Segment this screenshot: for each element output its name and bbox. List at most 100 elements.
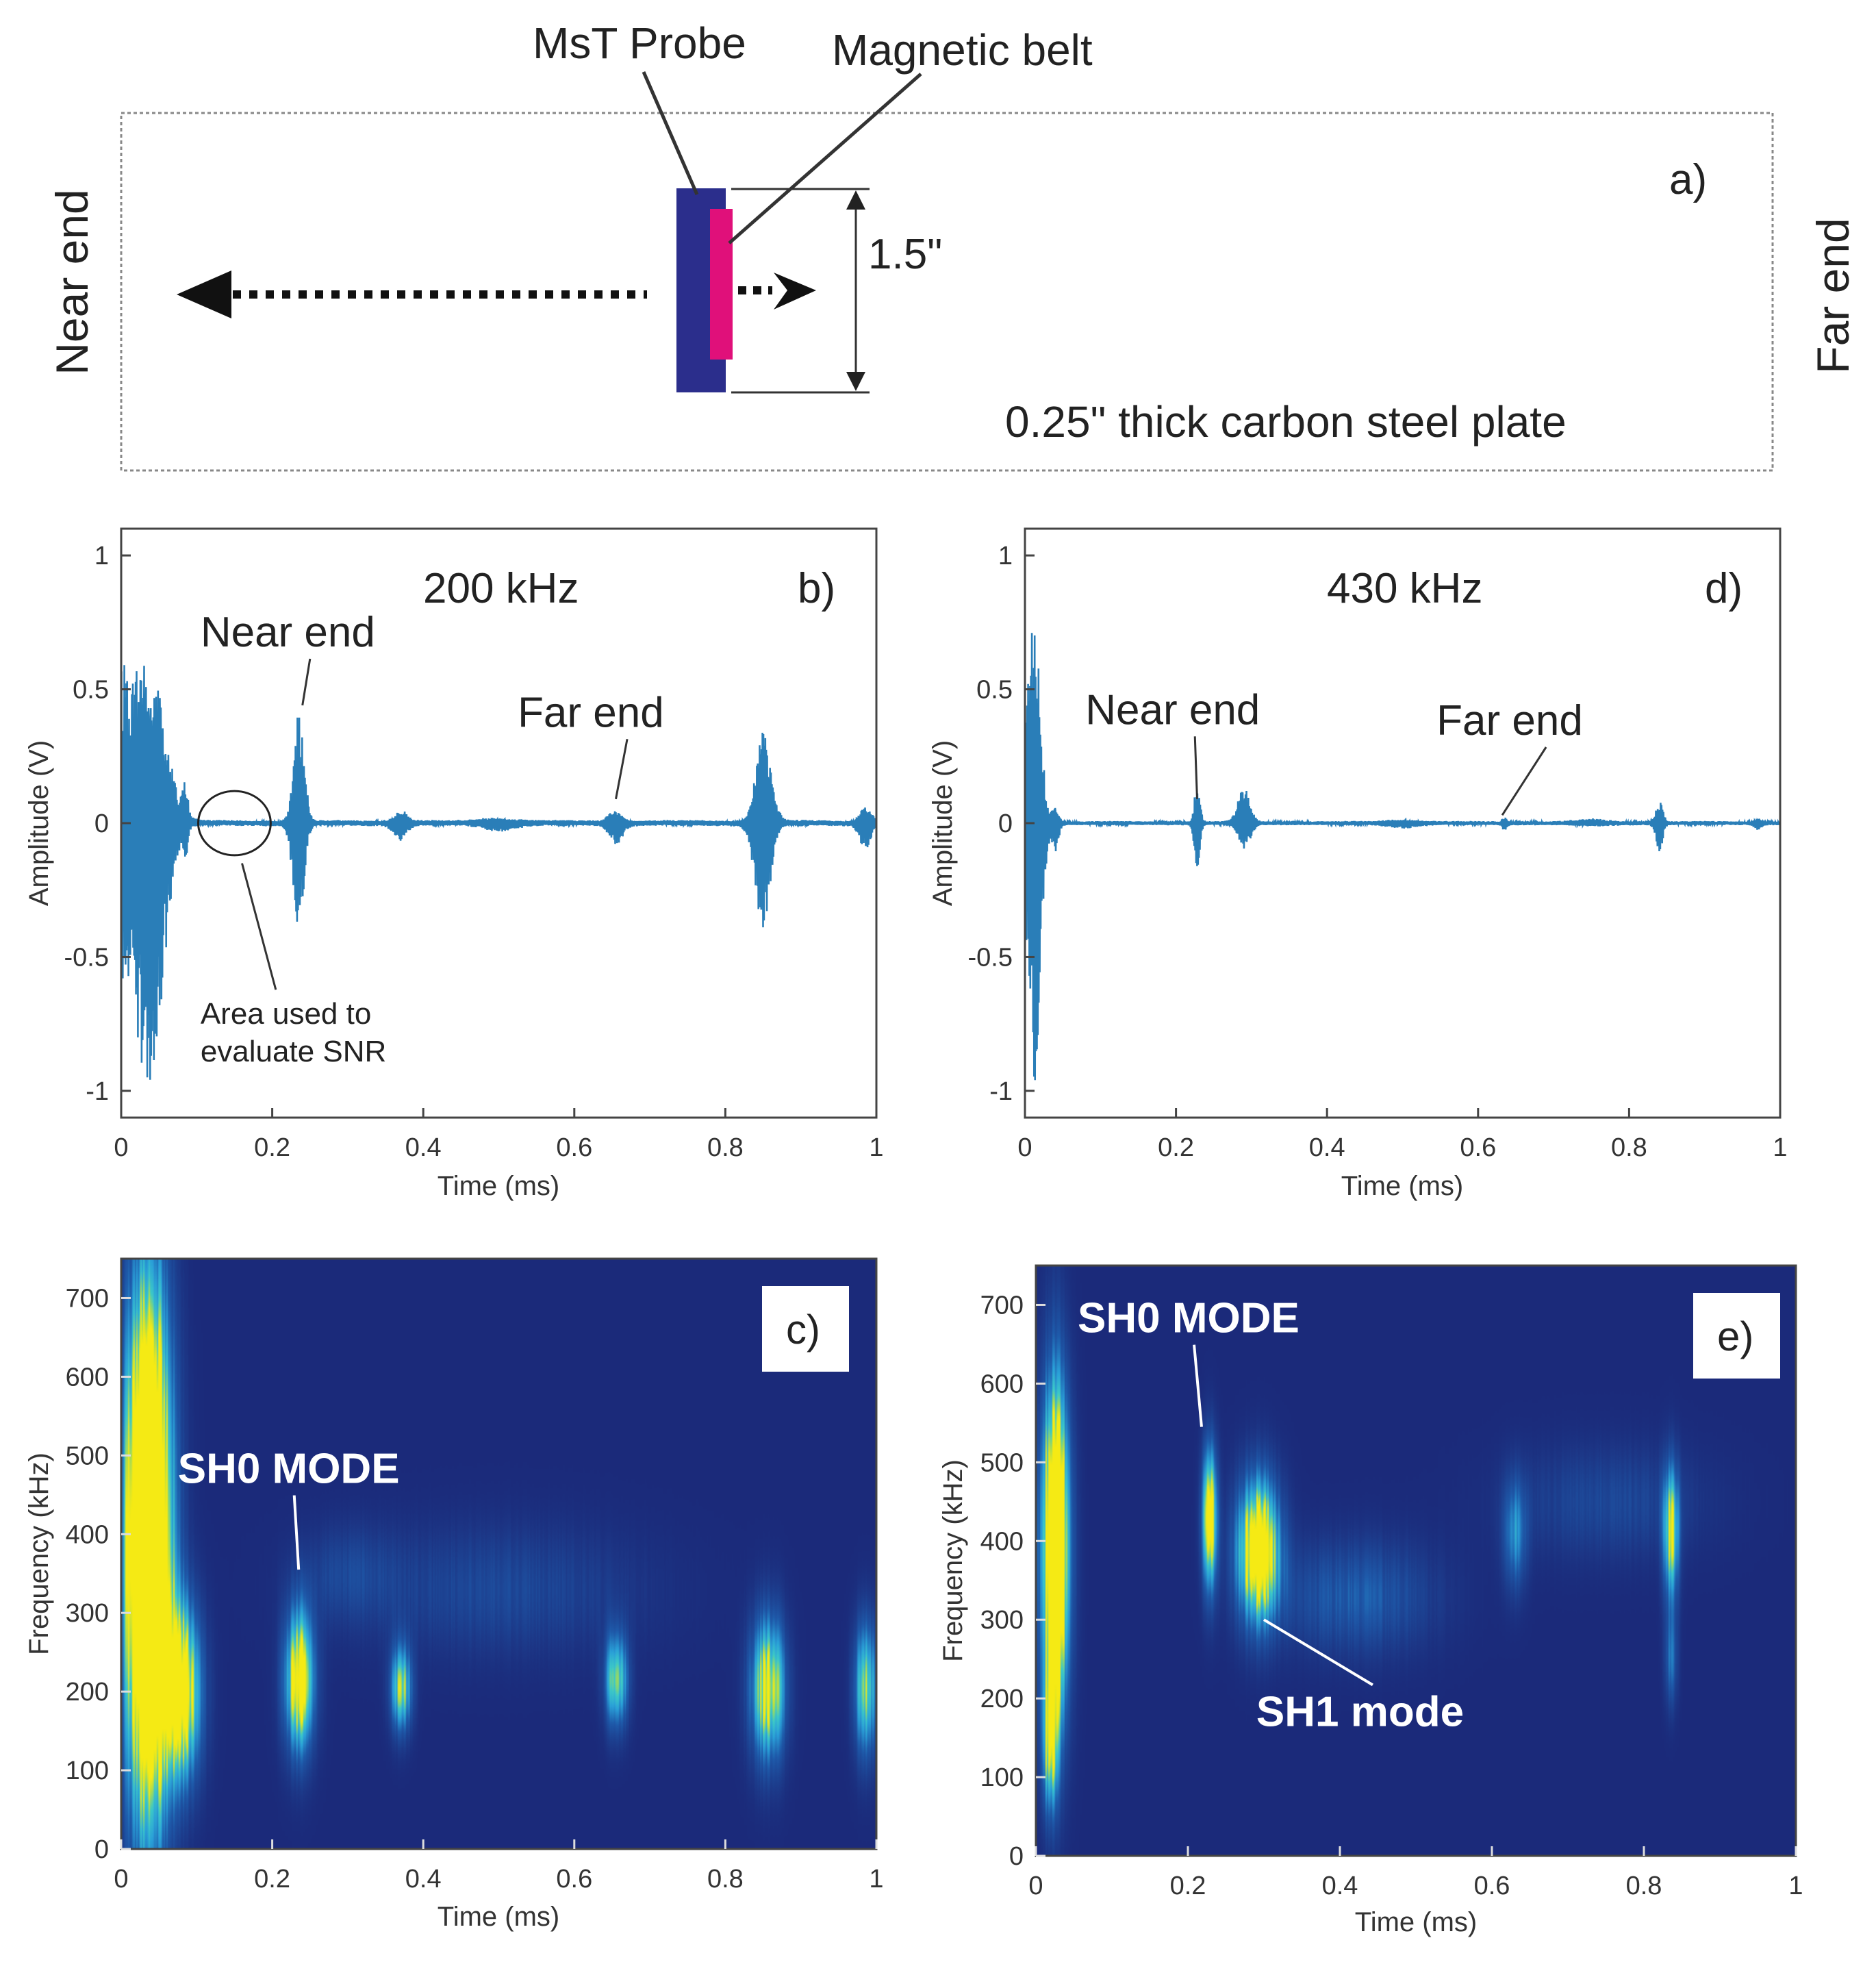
chart-d-panel-label: d) xyxy=(1705,565,1742,612)
chart-b-ylabel: Amplitude (V) xyxy=(24,740,54,906)
panel-a: a) Near end Far end 1.5" MsT Probe Magne… xyxy=(47,18,1858,472)
chart-b-annotation-snr-area-1: Area used to xyxy=(201,997,372,1031)
chart-c-frame xyxy=(120,1257,878,1850)
chart-e-plot-area xyxy=(1036,1266,1796,1856)
chart-e-ytick-label: 0 xyxy=(1009,1842,1024,1871)
chart-c-ytick-label: 200 xyxy=(66,1678,109,1707)
chart-b-title: 200 kHz xyxy=(423,565,579,612)
chart-e-xtick-label: 0.6 xyxy=(1474,1872,1510,1900)
chart-e-axes: 0 0.2 0.4 0.6 0.8 1 0 100 200 300 400 500 600 700 xyxy=(980,1291,1803,1900)
chart-d-xtick-label: 1 xyxy=(1773,1133,1787,1162)
chart-c-ytick-label: 300 xyxy=(66,1599,109,1628)
chart-c-annotation-pointer xyxy=(292,1495,301,1570)
chart-c-xtick-label: 0.4 xyxy=(405,1865,442,1894)
chart-e-annotations: SH0 MODE SH1 mode xyxy=(1078,1295,1464,1736)
chart-c-heatmap xyxy=(121,1259,876,1849)
chart-d-xtick-label: 0.6 xyxy=(1460,1133,1496,1162)
chart-e-ytick-label: 400 xyxy=(980,1527,1024,1556)
chart-d-plot-area xyxy=(1025,633,1780,1081)
chart-d-signal-line xyxy=(1025,633,1780,1081)
chart-b-xtick-label: 0.8 xyxy=(707,1133,744,1162)
chart-e-panel-label: e) xyxy=(1717,1313,1753,1359)
chart-d-title: 430 kHz xyxy=(1327,565,1482,612)
chart-e-heatmap xyxy=(1036,1266,1796,1856)
chart-c-ytick-label: 400 xyxy=(66,1520,109,1549)
chart-d-annotation-pointer xyxy=(1501,746,1547,816)
probe-callout-line xyxy=(642,71,699,195)
chart-b-annotation-near-end: Near end xyxy=(201,609,375,656)
near-end-side-label: Near end xyxy=(47,189,97,375)
chart-b-xtick-label: 0.2 xyxy=(254,1133,290,1162)
chart-b-ytick-label: 0 xyxy=(94,809,109,838)
chart-d-ylabel: Amplitude (V) xyxy=(928,740,958,906)
chart-b-ytick-label: -1 xyxy=(86,1077,109,1106)
chart-b-plot-area xyxy=(121,665,876,1080)
chart-d-annotation-near-end: Near end xyxy=(1085,686,1260,733)
chart-d-xlabel: Time (ms) xyxy=(1341,1171,1463,1201)
chart-c-ytick-label: 700 xyxy=(66,1284,109,1313)
dim-arrow-top-icon xyxy=(846,190,865,210)
dim-arrow-bottom-icon xyxy=(846,372,865,391)
chart-b-ytick-label: -0.5 xyxy=(64,943,109,972)
chart-b-annotations: Near end Far end Area used to evaluate SNR xyxy=(197,609,664,1068)
chart-b: 0 0.2 0.4 0.6 0.8 1 -1 -0.5 0 0.5 1 Near end Far en… xyxy=(24,527,884,1201)
chart-b-annotation-pointer xyxy=(301,658,312,706)
chart-e-xtick-label: 0.2 xyxy=(1170,1872,1206,1900)
chart-d-ytick-label: 0 xyxy=(998,809,1013,838)
chart-c-xlabel: Time (ms) xyxy=(438,1902,559,1932)
chart-c-ytick-label: 100 xyxy=(66,1757,109,1785)
belt-label: Magnetic belt xyxy=(832,25,1093,75)
right-arrow-head-icon xyxy=(774,273,816,310)
panel-a-label: a) xyxy=(1669,156,1707,203)
chart-d-xtick-label: 0.4 xyxy=(1309,1133,1345,1162)
chart-b-signal-line xyxy=(121,665,876,1080)
chart-b-ytick-label: 1 xyxy=(94,542,109,570)
chart-e-ytick-label: 300 xyxy=(980,1606,1024,1635)
chart-b-annotation-snr-area-2: evaluate SNR xyxy=(201,1035,386,1068)
chart-b-snr-area-ellipse xyxy=(197,790,272,857)
steel-plate xyxy=(120,112,1774,472)
chart-b-annotation-pointer xyxy=(614,738,629,800)
chart-d-ytick-label: 0.5 xyxy=(976,676,1013,705)
chart-e-ytick-label: 600 xyxy=(980,1370,1024,1398)
chart-c-panel-label-box xyxy=(762,1286,849,1372)
chart-b-annotation-pointer xyxy=(241,863,277,990)
dimension-label: 1.5" xyxy=(868,231,942,278)
chart-b-annotation-far-end: Far end xyxy=(518,689,664,736)
chart-e-annotation-sh0-mode: SH0 MODE xyxy=(1078,1295,1300,1342)
chart-c-xtick-label: 0.2 xyxy=(254,1865,290,1894)
chart-c-xtick-label: 0.6 xyxy=(556,1865,592,1894)
chart-d-xtick-label: 0.8 xyxy=(1611,1133,1647,1162)
chart-d-ytick-label: 1 xyxy=(998,542,1013,570)
chart-e-xtick-label: 0.4 xyxy=(1322,1872,1358,1900)
chart-e-xtick-label: 1 xyxy=(1788,1872,1803,1900)
belt-callout-line xyxy=(728,73,922,244)
chart-c-annotations: SH0 MODE xyxy=(178,1446,400,1570)
chart-c-xtick-label: 1 xyxy=(869,1865,883,1894)
chart-b-xtick-label: 0.4 xyxy=(405,1133,442,1162)
chart-e-panel-label-box xyxy=(1693,1293,1780,1379)
chart-b-axes: 0 0.2 0.4 0.6 0.8 1 -1 -0.5 0 0.5 1 xyxy=(64,542,884,1162)
far-end-side-label: Far end xyxy=(1808,218,1858,373)
chart-b-xtick-label: 0.6 xyxy=(556,1133,592,1162)
chart-e-ytick-label: 500 xyxy=(980,1448,1024,1477)
chart-c-annotation-sh0-mode: SH0 MODE xyxy=(178,1446,400,1493)
chart-d-xtick-label: 0 xyxy=(1017,1133,1032,1162)
chart-c-xtick-label: 0 xyxy=(114,1865,128,1894)
chart-d: 0 0.2 0.4 0.6 0.8 1 -1 -0.5 0 0.5 1 Near end Far en… xyxy=(928,527,1788,1201)
plate-label: 0.25" thick carbon steel plate xyxy=(1005,397,1567,446)
chart-d-annotation-far-end: Far end xyxy=(1436,697,1583,744)
chart-c-ytick-label: 500 xyxy=(66,1442,109,1470)
chart-e-annotation-pointer xyxy=(1263,1618,1373,1687)
magnetic-belt xyxy=(710,209,733,360)
chart-d-ytick-label: -0.5 xyxy=(968,943,1013,972)
chart-b-xtick-label: 1 xyxy=(869,1133,883,1162)
chart-e-annotation-sh1-mode: SH1 mode xyxy=(1256,1688,1464,1735)
chart-b-ytick-label: 0.5 xyxy=(73,676,109,705)
chart-b-xtick-label: 0 xyxy=(114,1133,128,1162)
chart-d-annotation-pointer xyxy=(1193,736,1198,799)
chart-b-xlabel: Time (ms) xyxy=(438,1171,559,1201)
chart-d-ytick-label: -1 xyxy=(989,1077,1013,1106)
